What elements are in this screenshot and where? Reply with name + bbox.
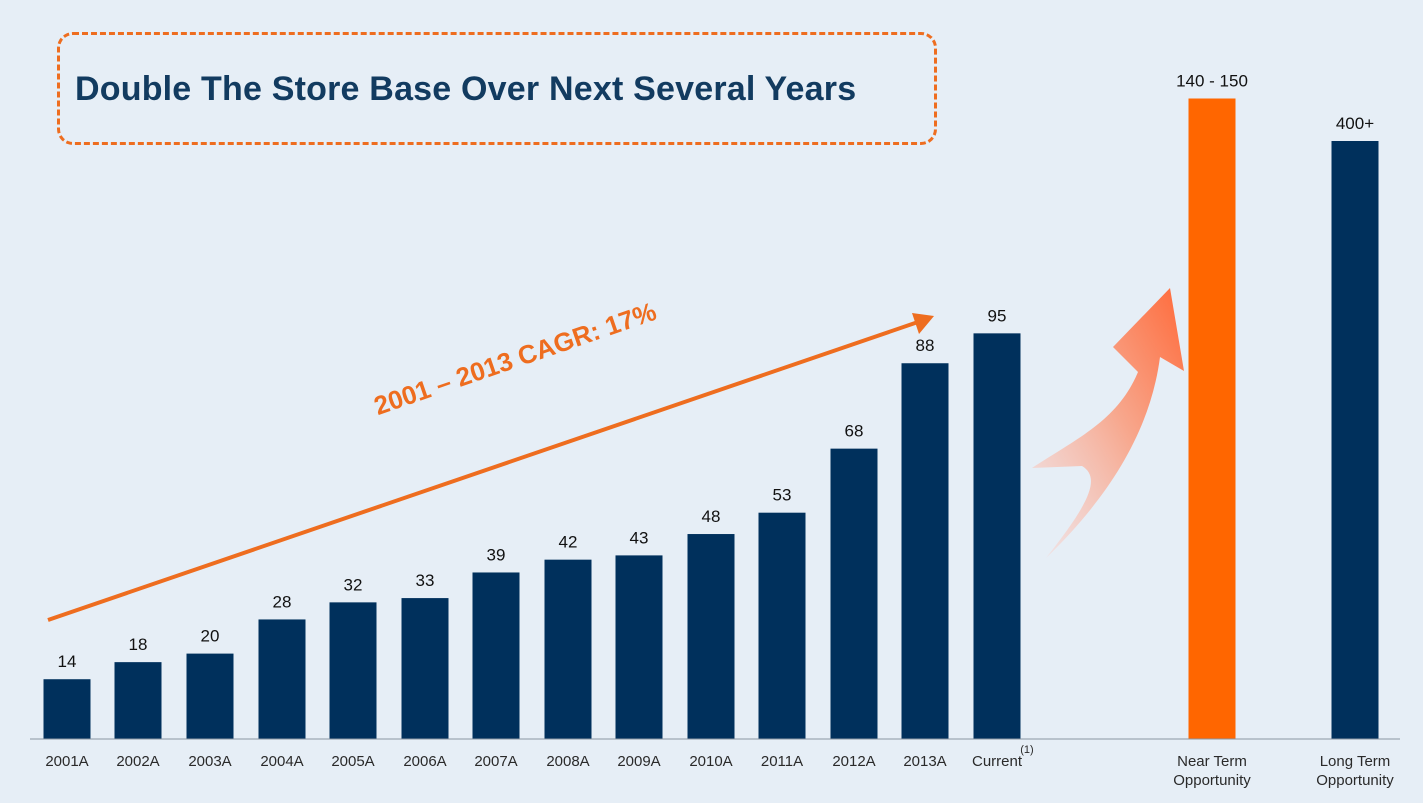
bar-4 bbox=[329, 602, 377, 739]
bar-13 bbox=[973, 333, 1021, 739]
data-label-10: 53 bbox=[773, 486, 792, 505]
cagr-trend-arrow bbox=[47, 313, 934, 622]
data-label-13: 95 bbox=[988, 306, 1007, 325]
data-label-6: 39 bbox=[487, 545, 506, 564]
data-label-11: 68 bbox=[845, 422, 864, 441]
cagr-label: 2001 – 2013 CAGR: 17% bbox=[370, 296, 660, 421]
data-label-12: 88 bbox=[916, 336, 935, 355]
category-label-10: 2011A bbox=[761, 753, 803, 770]
bar-8 bbox=[615, 555, 663, 739]
category-label-5: 2006A bbox=[403, 753, 446, 770]
bar-10 bbox=[758, 512, 806, 739]
bar-3 bbox=[258, 619, 306, 739]
category-label-1: 2002A bbox=[116, 753, 159, 770]
bar-15 bbox=[1331, 141, 1379, 739]
growth-curved-arrow bbox=[1032, 288, 1184, 558]
data-label-0: 14 bbox=[58, 652, 77, 671]
category-label-14: Near Term Opportunity bbox=[1173, 753, 1251, 789]
bar-12 bbox=[901, 363, 949, 739]
bar-2 bbox=[186, 653, 234, 739]
data-label-2: 20 bbox=[201, 627, 220, 646]
data-label-4: 32 bbox=[344, 575, 363, 594]
data-label-14: 140 - 150 bbox=[1176, 72, 1248, 91]
category-label-11: 2012A bbox=[832, 753, 875, 770]
category-label-3: 2004A bbox=[260, 753, 303, 770]
data-label-15: 400+ bbox=[1336, 114, 1374, 133]
footnote-marker: (1) bbox=[1020, 744, 1033, 756]
data-label-8: 43 bbox=[630, 528, 649, 547]
bar-14 bbox=[1188, 98, 1236, 739]
category-label-2: 2003A bbox=[188, 753, 231, 770]
bar-6 bbox=[472, 572, 520, 739]
bar-9 bbox=[687, 534, 735, 739]
category-label-6: 2007A bbox=[474, 753, 517, 770]
category-label-4: 2005A bbox=[331, 753, 374, 770]
category-label-15: Long Term Opportunity bbox=[1316, 753, 1394, 789]
category-label-8: 2009A bbox=[617, 753, 660, 770]
category-label-9: 2010A bbox=[689, 753, 732, 770]
category-label-12: 2013A bbox=[903, 753, 946, 770]
category-label-13: Current bbox=[972, 753, 1023, 770]
page-title: Double The Store Base Over Next Several … bbox=[75, 70, 857, 108]
category-label-7: 2008A bbox=[546, 753, 589, 770]
data-label-7: 42 bbox=[559, 533, 578, 552]
category-label-0: 2001A bbox=[45, 753, 88, 770]
data-label-3: 28 bbox=[273, 592, 292, 611]
bar-5 bbox=[401, 598, 449, 739]
title-box: Double The Store Base Over Next Several … bbox=[57, 32, 937, 145]
bar-7 bbox=[544, 559, 592, 739]
bar-0 bbox=[43, 679, 91, 739]
bar-1 bbox=[114, 662, 162, 739]
data-label-5: 33 bbox=[416, 571, 435, 590]
data-label-1: 18 bbox=[129, 635, 148, 654]
bar-11 bbox=[830, 448, 878, 739]
data-label-9: 48 bbox=[702, 507, 721, 526]
